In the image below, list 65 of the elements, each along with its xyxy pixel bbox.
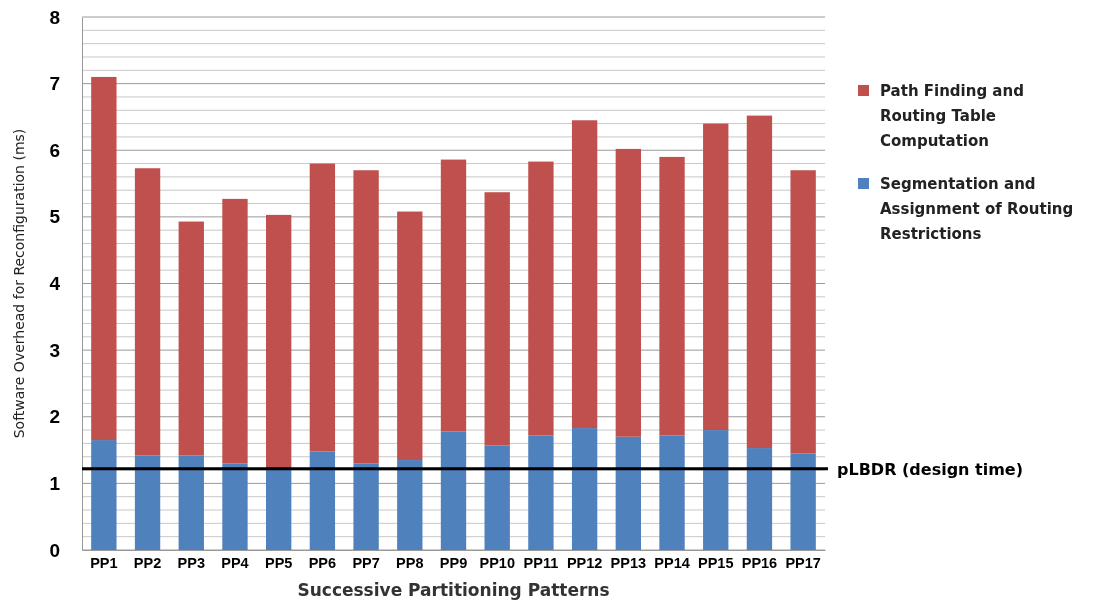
y-tick-label: 5 bbox=[49, 206, 61, 228]
bar bbox=[134, 455, 161, 550]
legend-label: Segmentation and Assignment of Routing Restrictions bbox=[880, 175, 1074, 243]
bar bbox=[484, 445, 510, 550]
x-tick-label: PP6 bbox=[308, 555, 337, 572]
x-tick-label: PP14 bbox=[654, 555, 690, 572]
x-tick-label: PP7 bbox=[352, 555, 380, 572]
y-tick-label: 0 bbox=[49, 539, 60, 561]
bar bbox=[615, 436, 641, 550]
ref-line-label: pLBDR (design time) bbox=[837, 459, 1024, 479]
bar bbox=[353, 170, 379, 464]
x-tick-label: PP2 bbox=[133, 555, 162, 572]
bar bbox=[528, 435, 554, 550]
bar bbox=[571, 120, 598, 429]
bar bbox=[703, 430, 729, 550]
y-tick-label: 1 bbox=[49, 472, 61, 494]
bar bbox=[91, 440, 117, 550]
y-tick-label: 4 bbox=[49, 273, 61, 295]
x-tick-label: PP1 bbox=[90, 555, 118, 572]
y-tick-label: 2 bbox=[49, 406, 60, 428]
x-axis-title: Successive Partitioning Patterns bbox=[297, 580, 610, 600]
bar bbox=[484, 192, 510, 446]
bar bbox=[178, 455, 204, 550]
bar bbox=[222, 463, 248, 550]
bar bbox=[746, 448, 773, 550]
x-tick-label: PP10 bbox=[479, 555, 515, 572]
bar bbox=[790, 453, 816, 550]
bar bbox=[178, 221, 204, 456]
bar bbox=[353, 463, 379, 550]
bar bbox=[746, 115, 773, 449]
bar bbox=[222, 198, 248, 464]
x-tick-label: PP3 bbox=[177, 555, 205, 572]
x-tick-label: PP13 bbox=[610, 555, 647, 572]
bar bbox=[659, 156, 685, 436]
bar bbox=[790, 170, 816, 454]
y-tick-label: 8 bbox=[49, 6, 60, 28]
bar bbox=[571, 428, 598, 550]
bar bbox=[266, 468, 292, 550]
bar bbox=[440, 431, 467, 550]
x-tick-label: PP5 bbox=[264, 555, 293, 572]
x-tick-label: PP16 bbox=[741, 555, 778, 572]
x-tick-label: PP8 bbox=[396, 555, 424, 572]
bar bbox=[266, 214, 292, 469]
x-tick-label: PP15 bbox=[697, 555, 734, 572]
y-tick-label: 6 bbox=[49, 139, 60, 161]
bar bbox=[703, 123, 729, 431]
bar bbox=[397, 211, 423, 461]
y-tick-label: 3 bbox=[49, 339, 60, 361]
x-tick-label: PP12 bbox=[566, 555, 603, 572]
bar bbox=[440, 159, 467, 432]
bar bbox=[91, 76, 117, 441]
bar bbox=[134, 168, 161, 456]
x-tick-label: PP9 bbox=[439, 555, 468, 572]
legend-label: Path Finding and Routing Table Computation bbox=[880, 82, 1024, 150]
bar bbox=[397, 460, 423, 550]
x-tick-label: PP11 bbox=[523, 555, 559, 572]
bar bbox=[615, 148, 641, 437]
bar bbox=[659, 435, 685, 550]
y-tick-label: 7 bbox=[49, 73, 60, 95]
x-tick-label: PP17 bbox=[785, 555, 821, 572]
bar bbox=[309, 163, 336, 452]
x-tick-label: PP4 bbox=[221, 555, 249, 572]
y-axis-title: Software Overhead for Reconfiguration (ms) bbox=[11, 128, 27, 439]
bar bbox=[309, 451, 336, 550]
bar bbox=[528, 161, 554, 436]
